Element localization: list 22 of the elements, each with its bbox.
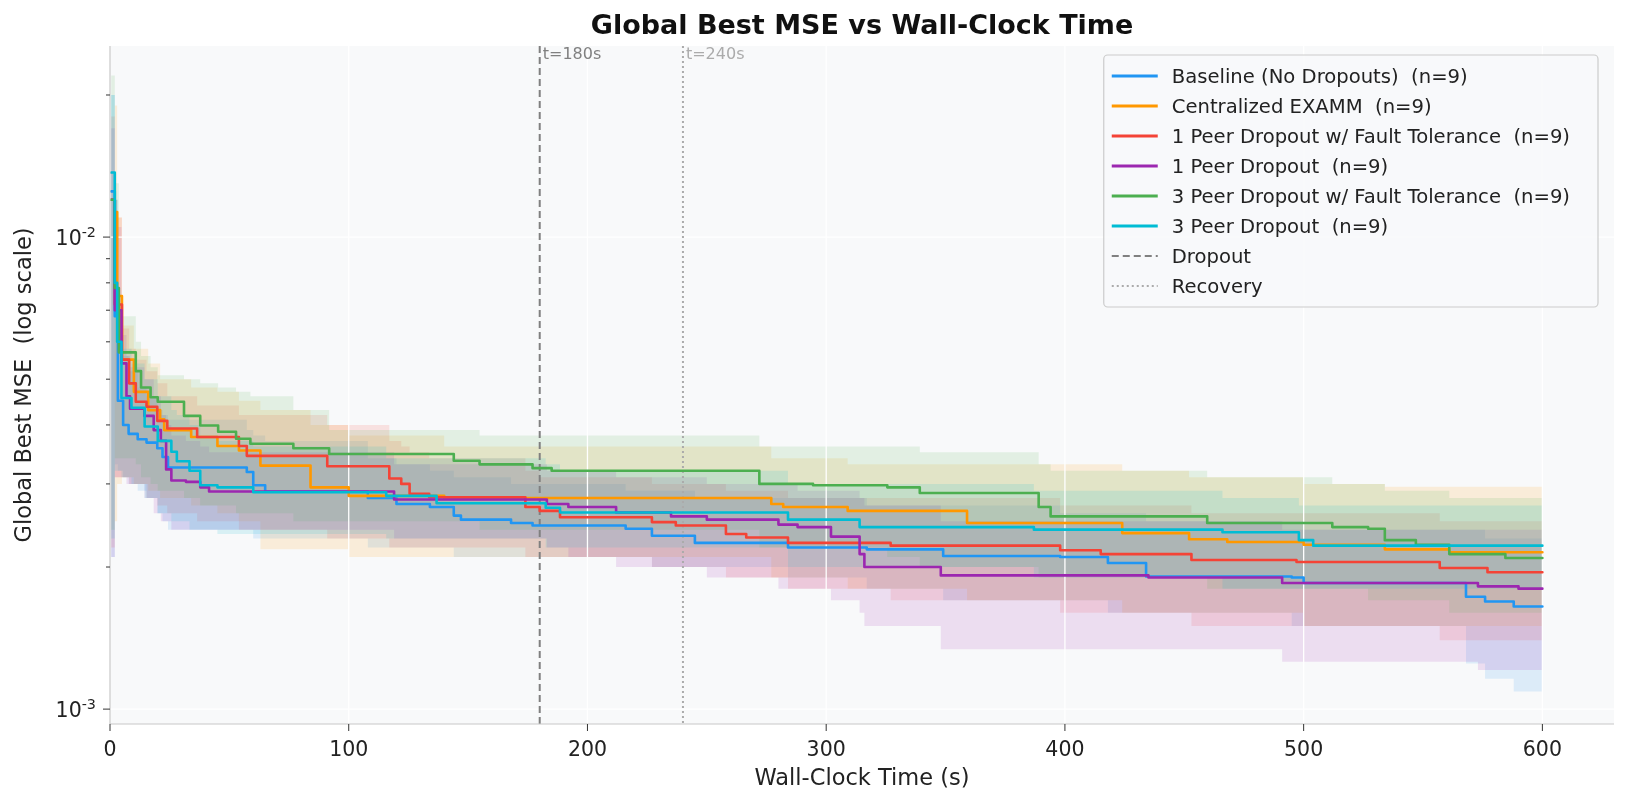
chart-title: Global Best MSE vs Wall-Clock Time bbox=[590, 9, 1134, 40]
x-tick-label: 200 bbox=[567, 737, 608, 761]
y-tick-label: 10$^{-2}$ bbox=[55, 224, 96, 251]
legend-label: Baseline (No Dropouts) (n=9) bbox=[1171, 65, 1468, 88]
legend-label: 1 Peer Dropout w/ Fault Tolerance (n=9) bbox=[1171, 125, 1570, 148]
y-tick-label: 10$^{-3}$ bbox=[55, 696, 96, 723]
annotation: Recovery bbox=[1171, 275, 1263, 298]
x-tick-label: 600 bbox=[1522, 737, 1562, 761]
y-axis-title: Global Best MSE (log scale) bbox=[10, 227, 36, 543]
x-tick-label: 0 bbox=[103, 737, 117, 761]
x-tick-label: 400 bbox=[1045, 737, 1085, 761]
x-axis-title: Wall-Clock Time (s) bbox=[754, 764, 970, 790]
ref-line-label: t=240s bbox=[685, 43, 745, 63]
legend-label: 3 Peer Dropout w/ Fault Tolerance (n=9) bbox=[1171, 185, 1570, 208]
x-tick-label: 100 bbox=[329, 737, 369, 761]
x-tick-label: 300 bbox=[806, 737, 846, 761]
annotation: Dropout bbox=[1171, 245, 1252, 268]
legend-label: Centralized EXAMM (n=9) bbox=[1171, 95, 1432, 118]
ref-line-label: t=180s bbox=[542, 43, 602, 63]
legend-label: 3 Peer Dropout (n=9) bbox=[1171, 215, 1389, 238]
x-tick-label: 500 bbox=[1284, 737, 1324, 761]
legend-label: 1 Peer Dropout (n=9) bbox=[1171, 155, 1389, 178]
